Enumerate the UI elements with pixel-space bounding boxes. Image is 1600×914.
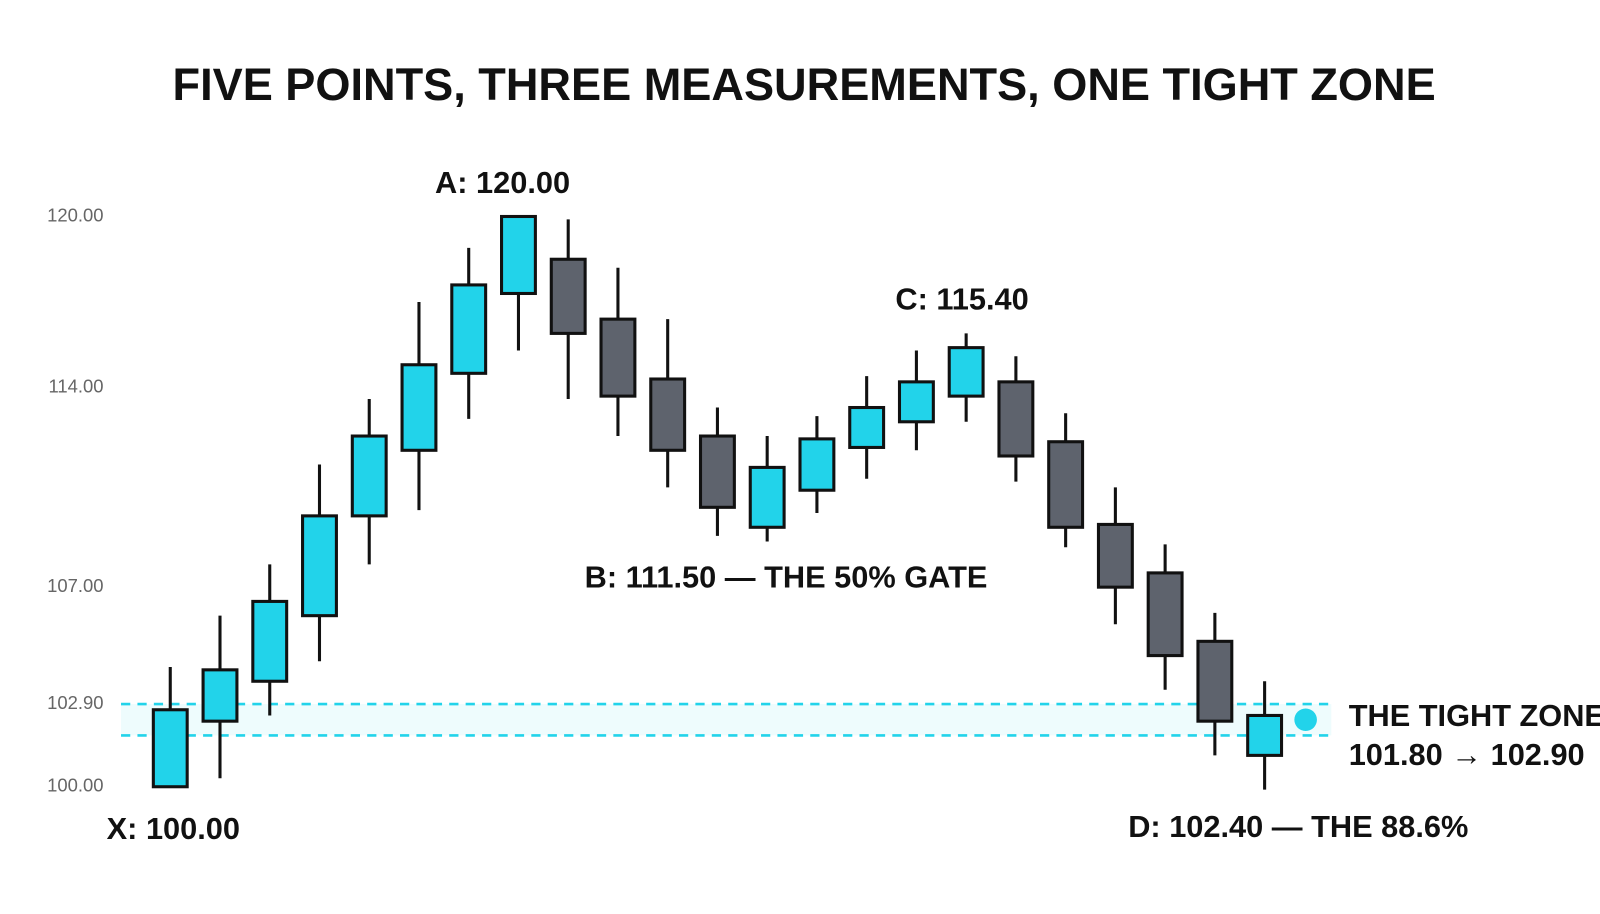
candle-body (350, 434, 388, 518)
candle-body (1246, 713, 1284, 757)
candle-body (251, 599, 289, 683)
candle-body (798, 437, 836, 492)
annotation: B: 111.50 — THE 50% GATE (585, 560, 988, 595)
candle-body (301, 514, 338, 618)
candle-body (748, 465, 786, 529)
candle-body (1196, 639, 1234, 723)
candle-body (1047, 440, 1085, 529)
candle-body (450, 283, 488, 375)
y-tick-label: 120.00 (47, 204, 103, 225)
candle-body (549, 257, 587, 335)
annotation: C: 115.40 (895, 282, 1028, 317)
candle-body (897, 380, 935, 424)
y-tick-label: 107.00 (47, 575, 103, 596)
candle-body (698, 434, 736, 509)
zone-marker (1294, 708, 1317, 732)
zone-band (121, 704, 1332, 736)
candle-body (649, 377, 687, 452)
candle-body (500, 214, 537, 296)
candle-body (947, 346, 985, 398)
y-tick-label: 100.00 (47, 775, 103, 796)
y-tick-label: 114.00 (49, 375, 104, 396)
zone-label: THE TIGHT ZONE (1349, 698, 1600, 733)
candle-body (151, 708, 189, 789)
candle-body (848, 405, 886, 449)
candle-body (400, 363, 438, 452)
annotation: D: 102.40 — THE 88.6% (1128, 809, 1468, 844)
candle-body (997, 380, 1035, 458)
candle-body (599, 317, 637, 398)
zone-range-label: 101.80 → 102.90 (1349, 737, 1585, 772)
y-tick-label: 102.90 (47, 692, 103, 713)
candle-body (201, 668, 239, 723)
annotation: X: 100.00 (107, 811, 240, 846)
candle-body (1096, 522, 1134, 589)
annotation: A: 120.00 (435, 165, 570, 200)
chart-title: FIVE POINTS, THREE MEASUREMENTS, ONE TIG… (173, 59, 1436, 110)
candle-body (1146, 571, 1184, 658)
